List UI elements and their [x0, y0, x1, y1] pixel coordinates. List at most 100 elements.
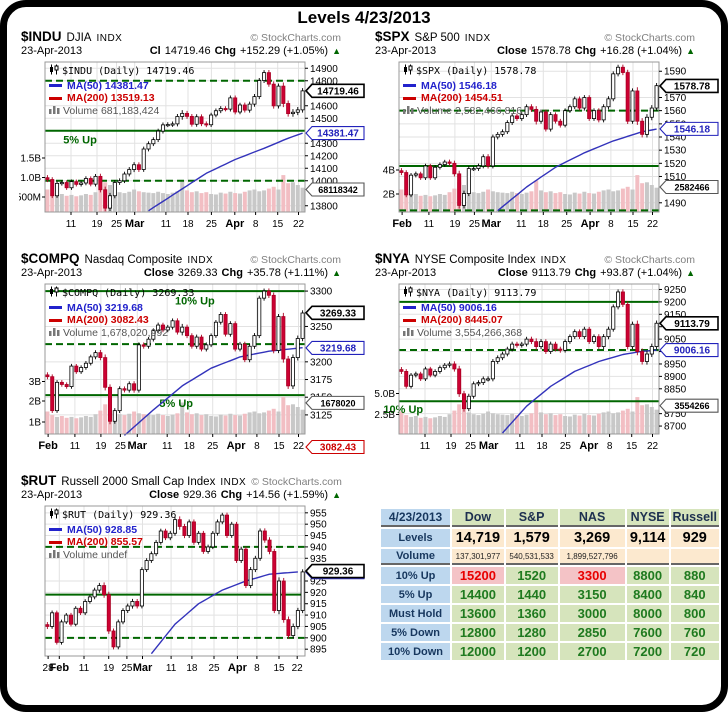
stockcharts-copyright: © StockCharts.com [251, 476, 342, 488]
svg-text:14500: 14500 [310, 114, 338, 125]
table-cell: 929 [670, 529, 719, 547]
legend-main: $SPX (Daily) 1578.78 [416, 65, 537, 77]
chart-legend: $SPX (Daily) 1578.78 MA(50) 1546.18 MA(2… [403, 64, 536, 117]
svg-text:3269.33: 3269.33 [320, 308, 357, 319]
chart-subheader: 23-Apr-2013 Close 9113.79 Chg +93.87 (+1… [373, 267, 721, 281]
legend-volume: Volume 1,678,020,992 [63, 326, 169, 339]
svg-text:3219.68: 3219.68 [320, 343, 357, 354]
svg-text:Mar: Mar [128, 440, 148, 452]
up-arrow-icon: ▲ [686, 268, 695, 278]
table-col-header: S&P [505, 509, 558, 527]
svg-text:11: 11 [420, 441, 431, 452]
table-row: 10% Down 12000 1200 2700 7200 720 [381, 643, 719, 660]
legend-ma50: MA(50) 9006.16 [421, 301, 497, 314]
table-cell: 1,899,527,796 [559, 549, 625, 565]
up-arrow-icon: ▲ [332, 268, 341, 278]
svg-text:15: 15 [272, 219, 284, 230]
table-cell: 1360 [505, 605, 558, 622]
close-value: 1578.78 [530, 45, 571, 57]
table-cell: 1200 [505, 643, 558, 660]
chart-rut: $RUT Russell 2000 Small Cap Index INDX ©… [19, 473, 367, 693]
svg-text:14381.47: 14381.47 [317, 129, 359, 140]
candlestick-icon [49, 508, 59, 524]
chg-value: +16.28 (+1.04%) [600, 45, 683, 57]
table-cell: 8400 [626, 586, 669, 603]
svg-text:19: 19 [445, 441, 457, 452]
svg-text:11: 11 [161, 219, 172, 230]
svg-text:19: 19 [449, 219, 461, 230]
candlestick-icon [403, 64, 413, 80]
svg-text:Mar: Mar [125, 218, 145, 230]
legend-ma50: MA(50) 3219.68 [67, 301, 143, 314]
svg-text:18: 18 [538, 219, 550, 230]
page-title: Levels 4/23/2013 [297, 8, 431, 27]
svg-text:940: 940 [310, 542, 327, 553]
ma200-line-icon [49, 318, 62, 322]
legend-ma50: MA(50) 14381.47 [67, 79, 149, 92]
svg-text:Mar: Mar [479, 440, 499, 452]
svg-text:11: 11 [424, 219, 435, 230]
table-row-label: Must Hold [381, 605, 451, 622]
chart-header: $SPX S&P 500 INDX © StockCharts.com [373, 29, 721, 45]
svg-text:950: 950 [310, 520, 327, 531]
svg-text:8750: 8750 [664, 409, 687, 420]
chg-value: +93.87 (+1.04%) [600, 267, 683, 279]
chg-label: Chg [220, 489, 243, 501]
svg-text:500M: 500M [19, 193, 41, 204]
svg-text:14200: 14200 [310, 151, 338, 162]
svg-text:19: 19 [91, 219, 103, 230]
svg-text:11: 11 [166, 663, 177, 674]
table-cell [670, 549, 719, 565]
svg-text:1510: 1510 [664, 172, 687, 183]
table-row: 5% Up 14400 1440 3150 8400 840 [381, 586, 719, 603]
chg-value: +152.29 (+1.05%) [240, 45, 329, 57]
table-cell: 15200 [452, 567, 504, 584]
table-cell: 760 [670, 624, 719, 641]
volume-icon [49, 105, 60, 118]
chart-nya: $NYA NYSE Composite Index INDX © StockCh… [373, 251, 721, 471]
table-col-header: NYSE [626, 509, 669, 527]
svg-text:22: 22 [647, 441, 659, 452]
legend-ma50: MA(50) 928.85 [67, 523, 138, 536]
table-cell: 1280 [505, 624, 558, 641]
svg-text:920: 920 [310, 588, 327, 599]
svg-text:3200: 3200 [310, 357, 333, 368]
svg-text:25: 25 [208, 663, 220, 674]
svg-text:8: 8 [254, 441, 260, 452]
candlestick-icon [49, 286, 59, 302]
table-cell: 3,269 [559, 529, 625, 547]
table-row-label: 10% Down [381, 643, 451, 660]
table-cell: 2850 [559, 624, 625, 641]
table-row: 10% Up 15200 1520 3300 8800 880 [381, 567, 719, 584]
close-label: Close [497, 45, 527, 57]
ma50-line-icon [403, 306, 416, 310]
chart-symbol: $SPX [375, 29, 410, 44]
table-cell: 3150 [559, 586, 625, 603]
table-row-label: 10% Up [381, 567, 451, 584]
chart-header: $NYA NYSE Composite Index INDX © StockCh… [373, 251, 721, 267]
chart-date: 23-Apr-2013 [375, 267, 437, 279]
chart-index-name: Russell 2000 Small Cap Index [61, 476, 216, 488]
svg-text:22: 22 [293, 441, 305, 452]
table-cell: 7600 [626, 624, 669, 641]
svg-text:8: 8 [607, 441, 613, 452]
svg-text:25: 25 [206, 219, 218, 230]
svg-text:2582466: 2582466 [674, 183, 709, 193]
svg-text:18: 18 [186, 663, 198, 674]
candlestick-icon [49, 64, 59, 80]
stockcharts-copyright: © StockCharts.com [250, 254, 341, 266]
legend-main: $RUT (Daily) 929.36 [62, 509, 177, 521]
svg-text:4B: 4B [383, 166, 396, 177]
svg-text:1.5B: 1.5B [20, 154, 41, 165]
svg-text:19: 19 [95, 441, 107, 452]
svg-text:1530: 1530 [664, 146, 687, 157]
svg-text:925: 925 [310, 577, 327, 588]
svg-text:8: 8 [254, 663, 260, 674]
chart-header: $INDU DJIA INDX © StockCharts.com [19, 29, 367, 45]
table-row-label: Levels [381, 529, 451, 547]
svg-text:1590: 1590 [664, 67, 687, 78]
svg-text:25: 25 [111, 219, 123, 230]
table-cell: 1440 [505, 586, 558, 603]
svg-text:25: 25 [469, 219, 481, 230]
svg-text:14800: 14800 [310, 76, 338, 87]
